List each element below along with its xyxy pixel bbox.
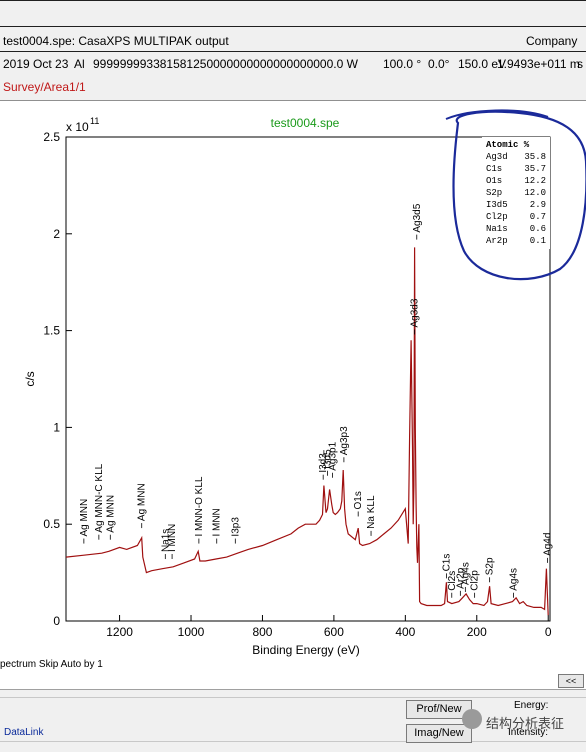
x-tick-label-5: 200: [467, 625, 487, 639]
annotation-stroke: [445, 109, 549, 120]
header-bottom-border: [0, 100, 586, 101]
table-row-value-4: 2.9: [530, 200, 546, 210]
peak-label-21: Cl2p: [470, 570, 481, 591]
x-tick-label-0: 1200: [106, 625, 133, 639]
table-row-name-7: Ar2p: [486, 236, 508, 246]
table-row-value-2: 12.2: [524, 176, 546, 186]
peak-label-23: Ag4s: [509, 568, 520, 591]
peak-label-7: I MNN: [212, 508, 223, 536]
x-tick-label-1: 1000: [178, 625, 205, 639]
peak-label-15: Ag3d3: [410, 298, 421, 327]
bottom-panel: DataLink Prof/New Imag/New Energy: Inten…: [0, 689, 586, 752]
info-source: Al: [74, 57, 85, 71]
peak-label-18: Cl2s: [447, 571, 458, 591]
header-divider: [0, 26, 586, 27]
header-divider-2: [0, 51, 586, 52]
spectrum-header: test0004.spe: CasaXPS MULTIPAK output Co…: [0, 0, 586, 101]
info-tail: s: [577, 57, 583, 71]
table-row-name-1: C1s: [486, 164, 502, 174]
y-tick-label-2: 1: [53, 420, 60, 434]
table-header: Atomic %: [486, 140, 530, 150]
peak-label-19: Ar2p: [455, 567, 466, 589]
bottom-divider-2: [0, 741, 586, 742]
x-tick-label-6: 0: [545, 625, 552, 639]
plot-panel[interactable]: test0004.spe x 10 11 Binding Energy (eV)…: [0, 101, 586, 689]
y-tick-label-3: 1.5: [43, 324, 60, 338]
info-date: 2019 Oct 23: [3, 57, 69, 71]
spectrum-chart[interactable]: test0004.spe x 10 11 Binding Energy (eV)…: [0, 101, 586, 689]
y-exponent-power: 11: [90, 116, 99, 126]
info-number: 999999993381581250000000000000000000.0 W: [93, 57, 358, 71]
peak-label-5: I MNN: [167, 524, 178, 552]
datalink-link[interactable]: DataLink: [4, 727, 44, 738]
peak-label-4: Na1s: [160, 529, 171, 552]
info-energy2: 1.9493e+011 m: [497, 57, 580, 71]
filename-line: test0004.spe: CasaXPS MULTIPAK output: [3, 34, 229, 48]
peak-label-8: I3p3: [230, 517, 241, 537]
nav-back-button[interactable]: <<: [558, 674, 584, 688]
info-energy: 150.0 eV: [458, 57, 507, 71]
peak-label-3: Ag MNN: [137, 483, 148, 521]
table-row-name-3: S2p: [486, 188, 502, 198]
x-tick-label-4: 400: [395, 625, 415, 639]
x-tick-label-3: 600: [324, 625, 344, 639]
y-tick-label-0: 0: [53, 614, 60, 628]
spectrum-line-0: [65, 247, 549, 616]
table-row-name-4: I3d5: [486, 200, 508, 210]
table-row-name-6: Na1s: [486, 224, 508, 234]
x-tick-label-2: 800: [252, 625, 272, 639]
peak-label-13: O1s: [353, 491, 364, 509]
table-row-value-1: 35.7: [524, 164, 546, 174]
peak-label-2: Ag MNN: [105, 495, 116, 533]
y-tick-label-1: 0.5: [43, 517, 60, 531]
peak-label-16: Ag3d5: [412, 203, 423, 232]
peak-label-11: Ag3p1: [327, 441, 338, 470]
y-tick-label-4: 2: [53, 227, 60, 241]
intensity-label: Intensity:: [508, 727, 549, 738]
energy-label: Energy:: [514, 700, 549, 711]
atomic-percent-table: Atomic % Ag3d 35.8 C1s 35.7 O1s 12.2 S2p 12.0 I3…: [482, 137, 550, 249]
region-label: Survey/Area1/1: [3, 80, 86, 94]
peak-label-12: Ag3p3: [339, 426, 350, 455]
table-row-name-0: Ag3d: [486, 152, 508, 162]
peak-label-20: Ag4s: [460, 562, 471, 585]
peak-label-10: I3d5: [322, 449, 333, 469]
peak-label-17: C1s: [441, 554, 452, 572]
y-exponent: x 10: [66, 120, 89, 134]
watermark-text: 结构分析表征: [486, 717, 565, 732]
table-background: [482, 137, 550, 249]
table-row-value-5: 0.7: [530, 212, 546, 222]
y-tick-label-5: 2.5: [43, 130, 60, 144]
peak-label-14: Na KLL: [366, 495, 377, 529]
chart-title: test0004.spe: [271, 116, 340, 130]
info-angle2: 0.0°: [428, 57, 450, 71]
annotation-ellipse: [452, 110, 586, 281]
company-label: Company: [526, 34, 578, 48]
peak-label-24: Ag4d: [542, 533, 553, 556]
header-border-top: [0, 0, 586, 1]
table-row-value-7: 0.1: [530, 236, 546, 246]
table-row-value-6: 0.6: [530, 224, 546, 234]
table-row-value-3: 12.0: [524, 188, 546, 198]
status-text: pectrum Skip Auto by 1: [0, 659, 103, 670]
x-axis-label: Binding Energy (eV): [252, 643, 359, 657]
peak-label-0: Ag MNN: [79, 499, 90, 537]
peak-label-22: S2p: [485, 557, 496, 575]
bottom-divider: [0, 697, 586, 698]
peak-label-1: Ag MNN-C KLL: [94, 463, 105, 532]
plot-frame: [65, 136, 551, 622]
table-row-name-5: Cl2p: [486, 212, 508, 222]
imag-new-button[interactable]: Imag/New: [406, 724, 472, 743]
prof-new-button[interactable]: Prof/New: [406, 700, 472, 719]
wechat-icon: [462, 709, 482, 729]
y-axis-label: c/s: [23, 371, 37, 386]
bottom-border: [0, 689, 586, 690]
info-angle1: 100.0 °: [383, 57, 422, 71]
peak-label-6: I MNN-O KLL: [194, 476, 205, 536]
table-row-name-2: O1s: [486, 176, 502, 186]
peak-label-9: I3d3: [318, 453, 329, 473]
table-row-value-0: 35.8: [524, 152, 546, 162]
